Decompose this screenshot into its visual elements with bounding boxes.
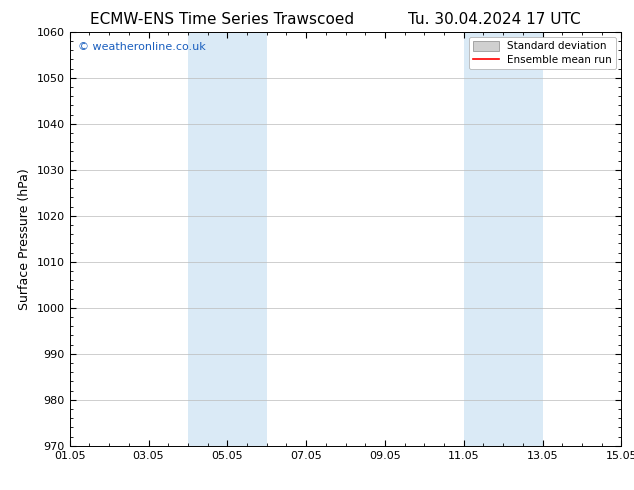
Text: ECMW-ENS Time Series Trawscoed: ECMW-ENS Time Series Trawscoed — [90, 12, 354, 27]
Legend: Standard deviation, Ensemble mean run: Standard deviation, Ensemble mean run — [469, 37, 616, 69]
Y-axis label: Surface Pressure (hPa): Surface Pressure (hPa) — [18, 168, 31, 310]
Text: © weatheronline.co.uk: © weatheronline.co.uk — [78, 42, 206, 52]
Text: Tu. 30.04.2024 17 UTC: Tu. 30.04.2024 17 UTC — [408, 12, 581, 27]
Bar — [188, 32, 267, 446]
Bar — [463, 32, 543, 446]
